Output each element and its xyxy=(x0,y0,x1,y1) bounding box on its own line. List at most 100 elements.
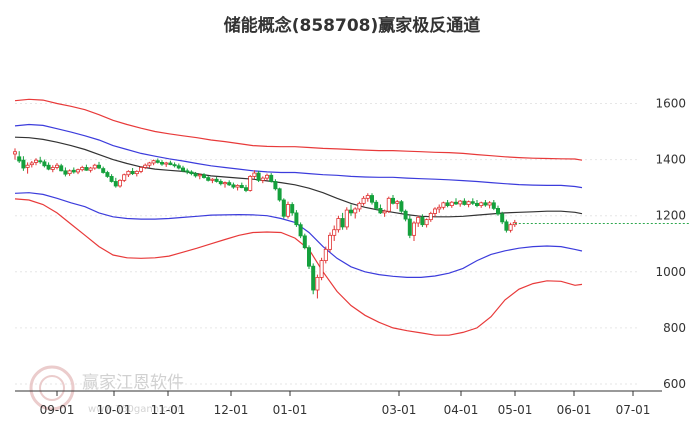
candle-body xyxy=(126,170,131,176)
candle-body xyxy=(424,219,429,226)
candle-body xyxy=(504,221,509,231)
candle-body xyxy=(411,222,416,236)
candle-body xyxy=(222,182,227,185)
candle-body xyxy=(130,170,135,175)
x-tick-label: 11-01 xyxy=(151,403,186,417)
candle-body xyxy=(462,200,467,205)
candle-body xyxy=(428,213,433,221)
candle-body xyxy=(319,260,324,278)
candle-body xyxy=(395,201,400,204)
candle-body xyxy=(197,174,202,177)
candle-body xyxy=(231,184,236,188)
candle-body xyxy=(109,176,114,182)
candle-body xyxy=(348,209,353,214)
y-tick-label: 1200 xyxy=(655,209,686,223)
candle-body xyxy=(118,179,123,187)
x-tick-label: 04-01 xyxy=(444,403,479,417)
candle-body xyxy=(38,160,43,163)
y-tick-label: 1600 xyxy=(655,97,686,111)
candle-body xyxy=(143,164,148,168)
candle-body xyxy=(260,177,265,181)
candle-body xyxy=(122,174,127,181)
candle-body xyxy=(374,201,379,209)
candle-body xyxy=(134,170,139,175)
x-axis-ticks: 09-01 10-01 11-01 12-01 01-01 03-01 04-01 05-01… xyxy=(40,391,650,417)
x-tick-label: 06-01 xyxy=(557,403,592,417)
candle-body xyxy=(495,208,500,215)
candle-body xyxy=(508,224,513,231)
candle-body xyxy=(151,160,156,164)
watermark-url: www.360gann.com xyxy=(88,404,184,415)
candle-body xyxy=(34,159,39,163)
candle-body xyxy=(29,162,34,166)
candle-body xyxy=(92,164,97,169)
candle-body xyxy=(176,165,181,169)
candle-body xyxy=(227,182,232,186)
candle-body xyxy=(113,181,118,187)
y-tick-label: 800 xyxy=(663,321,686,335)
candle-body xyxy=(159,162,164,165)
candle-body xyxy=(185,170,190,173)
x-tick-label: 09-01 xyxy=(40,403,75,417)
candle-body xyxy=(323,248,328,261)
candle-body xyxy=(101,168,106,173)
candle-body xyxy=(361,197,366,204)
channel-line-1 xyxy=(14,123,583,189)
candle-body xyxy=(445,202,450,207)
channel-line-3 xyxy=(14,192,583,278)
candle-body xyxy=(432,208,437,214)
candle-body xyxy=(453,201,458,205)
candle-body xyxy=(269,174,274,182)
candle-body xyxy=(25,164,30,168)
candle-body xyxy=(315,277,320,291)
candle-body xyxy=(491,202,496,209)
candle-body xyxy=(42,161,47,167)
y-tick-label: 600 xyxy=(663,377,686,391)
watermark-logo-icon xyxy=(29,365,75,411)
candle-body xyxy=(365,195,370,199)
candle-body xyxy=(290,204,295,214)
candle-body xyxy=(332,229,337,236)
candle-body xyxy=(168,162,173,166)
candle-body xyxy=(84,167,89,171)
gridlines xyxy=(15,103,638,385)
x-tick-label: 05-01 xyxy=(498,403,533,417)
candle-body xyxy=(500,213,505,223)
candle-body xyxy=(256,172,261,181)
candle-body xyxy=(214,178,219,182)
candle-body xyxy=(63,170,68,175)
candle-body xyxy=(80,167,85,171)
candle-body xyxy=(76,169,81,173)
candle-body xyxy=(88,167,93,171)
candle-body xyxy=(172,164,177,167)
y-tick-label: 1400 xyxy=(655,153,686,167)
candle-body xyxy=(407,218,412,236)
candle-body xyxy=(403,210,408,220)
candle-body xyxy=(306,247,311,267)
candle-body xyxy=(458,200,463,205)
y-tick-label: 1000 xyxy=(655,265,686,279)
watermark-logo-text: 赢家江恩软件 xyxy=(82,373,184,393)
candle-body xyxy=(97,164,102,169)
candle-body xyxy=(474,202,479,207)
x-tick-label: 12-01 xyxy=(214,403,249,417)
channel-line-2 xyxy=(14,136,583,218)
x-tick-label: 03-01 xyxy=(382,403,417,417)
candle-body xyxy=(71,169,76,173)
candle-body xyxy=(239,185,244,189)
candle-body xyxy=(147,162,152,166)
candle-body xyxy=(50,167,55,170)
channel-lines xyxy=(14,98,583,336)
candle-body xyxy=(155,160,160,163)
candle-body xyxy=(386,197,391,212)
candle-body xyxy=(248,176,253,191)
candle-body xyxy=(264,174,269,179)
candle-body xyxy=(180,167,185,172)
candle-body xyxy=(378,208,383,214)
candle-body xyxy=(46,164,51,170)
candle-body xyxy=(243,187,248,191)
candle-body xyxy=(483,202,488,206)
candle-body xyxy=(416,216,421,224)
candle-body xyxy=(466,201,471,205)
